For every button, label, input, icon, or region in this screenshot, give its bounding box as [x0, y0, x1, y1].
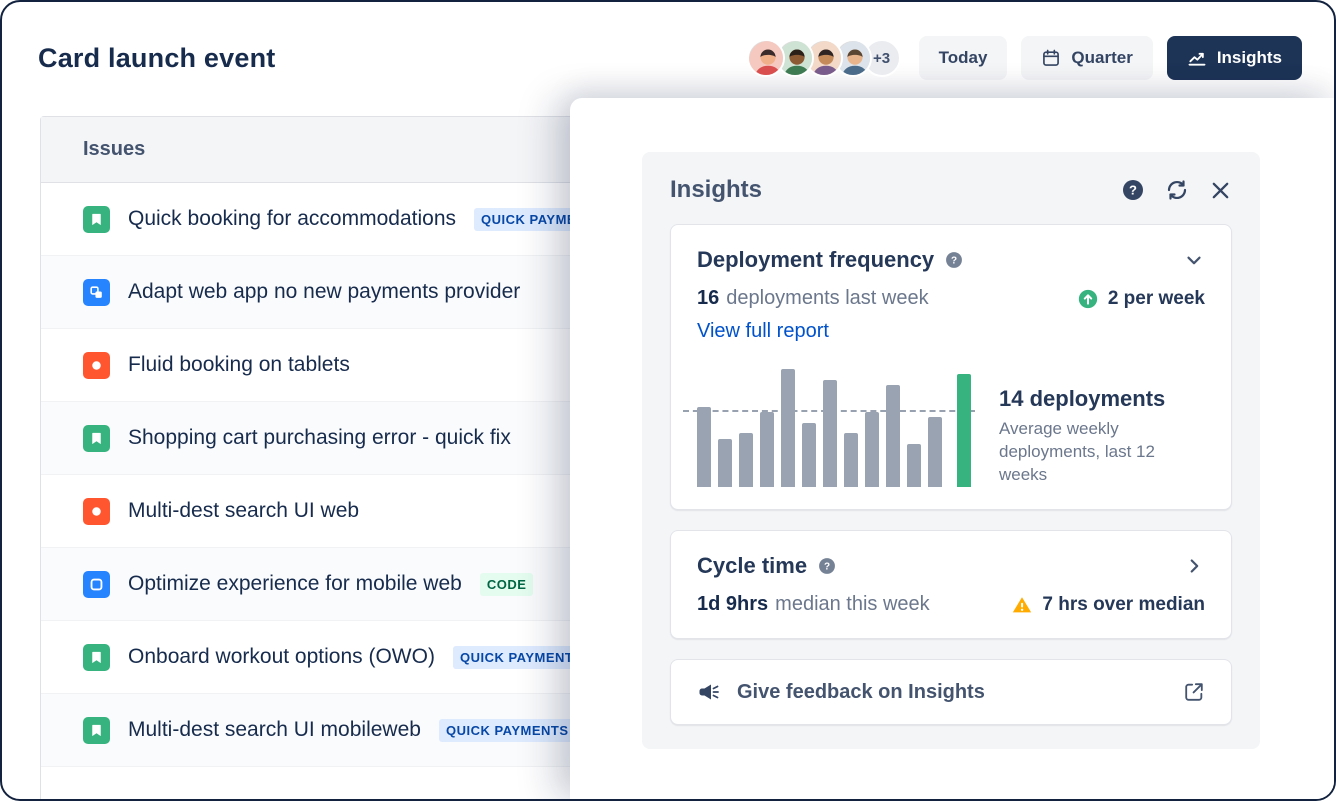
help-icon[interactable]: ? [1121, 178, 1145, 202]
story-type-icon [83, 716, 110, 744]
avatar-group: +3 [746, 39, 901, 77]
help-circle-icon[interactable]: ? [944, 250, 964, 270]
cycle-stats: 1d 9hrs median this week 7 hrs over medi… [697, 593, 1205, 616]
chart-bar [907, 444, 921, 487]
chart-bar [823, 380, 837, 487]
issue-badge: QUICK PAYMENTS [438, 718, 576, 742]
feedback-label: Give feedback on Insights [737, 680, 985, 703]
calendar-icon [1041, 48, 1061, 68]
issues-panel-title: Issues [83, 138, 146, 160]
today-button-label: Today [938, 48, 988, 67]
chart-bar [886, 385, 900, 487]
external-link-icon[interactable] [1183, 681, 1205, 703]
top-bar: Card launch event +3 Today Quar [38, 34, 1302, 82]
issue-title: Fluid booking on tablets [128, 353, 350, 376]
deployment-count: 16 [697, 287, 720, 309]
feedback-card[interactable]: Give feedback on Insights [670, 659, 1232, 725]
warning-triangle-icon [1011, 594, 1033, 616]
deployment-delta: 2 per week [1107, 287, 1205, 309]
chart-bar [718, 439, 732, 487]
issue-badge: CODE [479, 572, 534, 596]
today-button[interactable]: Today [918, 36, 1008, 80]
issue-title: Shopping cart purchasing error - quick f… [128, 426, 511, 449]
issue-title: Onboard workout options (OWO) [128, 645, 435, 668]
quarter-button-label: Quarter [1071, 48, 1133, 67]
insights-button-label: Insights [1216, 48, 1282, 67]
issue-title: Multi-dest search UI web [128, 499, 360, 522]
quarter-button[interactable]: Quarter [1021, 36, 1153, 80]
close-icon[interactable] [1209, 179, 1232, 202]
cycle-card-title: Cycle time [697, 553, 808, 578]
cycle-value-label: median this week [775, 593, 930, 615]
refresh-icon[interactable] [1165, 178, 1189, 202]
deployment-chart [683, 369, 975, 487]
bug-type-icon [83, 351, 110, 379]
chevron-right-icon[interactable] [1183, 555, 1205, 577]
arrow-up-circle-icon [1077, 288, 1099, 310]
chart-line-icon [1187, 48, 1207, 68]
svg-text:?: ? [824, 561, 830, 572]
chart-bar [957, 374, 971, 487]
chart-bar [928, 417, 942, 487]
average-deployments-value: 14 deployments [999, 386, 1166, 412]
deployment-stats: 16 deployments last week 2 per week [697, 287, 1205, 310]
chevron-down-icon[interactable] [1183, 249, 1205, 271]
insights-panel: Insights ? Deployment frequency [642, 152, 1260, 749]
chart-caption: 14 deployments Average weekly deployment… [999, 386, 1205, 487]
top-bar-actions: +3 Today Quarter Insights [746, 36, 1302, 80]
chart-bar [865, 412, 879, 487]
insights-button[interactable]: Insights [1166, 36, 1302, 80]
chart-bar [739, 433, 753, 487]
bug-type-icon [83, 497, 110, 525]
issue-title: Multi-dest search UI mobileweb [128, 718, 421, 741]
avatar[interactable] [833, 39, 872, 77]
insights-panel-title: Insights [670, 176, 763, 203]
story-type-icon [83, 424, 110, 452]
subtask-type-icon [83, 278, 110, 306]
svg-text:?: ? [1129, 183, 1137, 198]
chart-bar [802, 423, 816, 487]
insights-panel-header: Insights ? [670, 176, 1232, 204]
megaphone-icon [697, 680, 721, 704]
issue-title: Quick booking for accommodations [128, 207, 456, 230]
issue-title: Adapt web app no new payments provider [128, 280, 521, 303]
cycle-warning: 7 hrs over median [1042, 593, 1205, 615]
view-full-report-link[interactable]: View full report [697, 320, 829, 342]
story-type-icon [83, 643, 110, 671]
chart-bar [781, 369, 795, 487]
deployment-card-header: Deployment frequency ? [697, 247, 1205, 273]
deployment-frequency-card: Deployment frequency ? 16 deployments la… [670, 224, 1232, 510]
deployment-chart-row: 14 deployments Average weekly deployment… [683, 369, 1205, 487]
deployment-card-title: Deployment frequency [697, 247, 935, 272]
story-type-icon [83, 205, 110, 233]
issue-title: Optimize experience for mobile web [128, 572, 462, 595]
average-deployments-desc: Average weekly deployments, last 12 week… [999, 419, 1155, 485]
avatar[interactable] [746, 39, 785, 77]
help-circle-icon[interactable]: ? [817, 556, 837, 576]
insights-overlay: Insights ? Deployment frequency [570, 98, 1334, 799]
cycle-value: 1d 9hrs [697, 593, 769, 615]
cycle-card-header: Cycle time ? [697, 553, 1205, 579]
insights-panel-icons: ? [1121, 178, 1232, 202]
cycle-time-card: Cycle time ? 1d 9hrs median this week [670, 530, 1232, 639]
chart-bar [760, 412, 774, 487]
chart-bar [697, 407, 711, 487]
chart-bar [844, 433, 858, 487]
page-title: Card launch event [38, 42, 276, 73]
svg-text:?: ? [951, 255, 957, 266]
task-type-icon [83, 570, 110, 598]
issue-badge: QUICK PAYMENTS [452, 645, 590, 669]
deployment-count-label: deployments last week [726, 287, 929, 309]
